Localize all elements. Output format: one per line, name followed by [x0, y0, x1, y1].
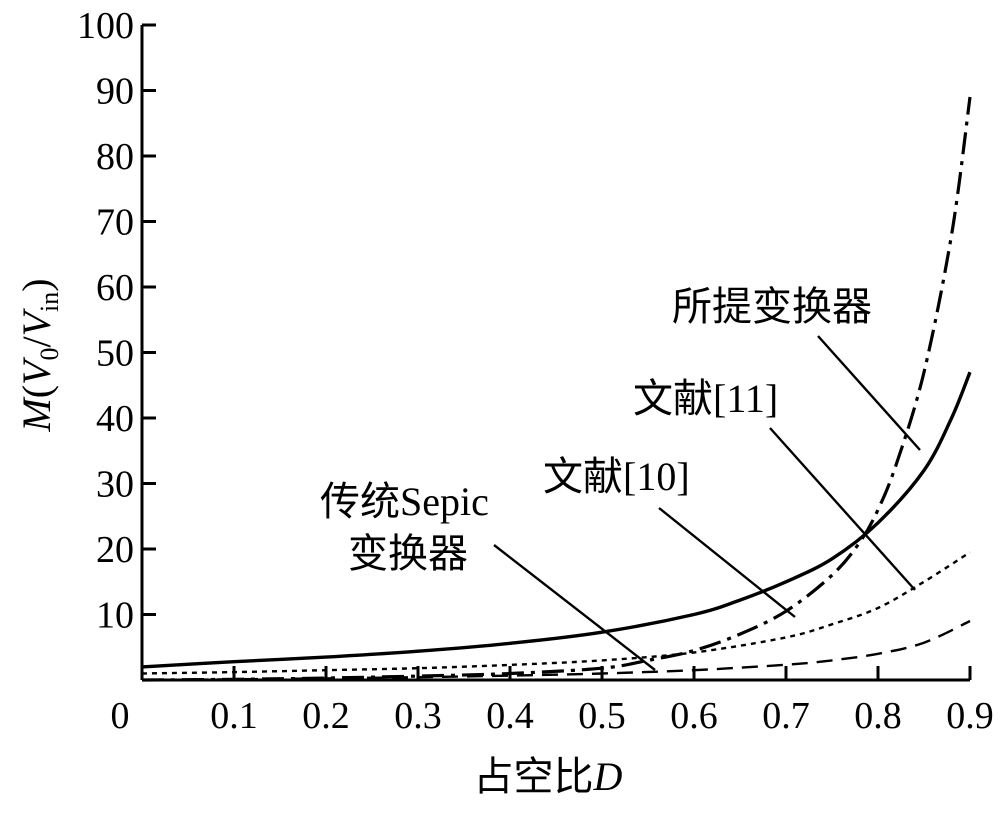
annotation-leader-line — [493, 544, 656, 671]
y-axis-title-m: M — [14, 396, 59, 433]
y-tick-label: 20 — [96, 529, 134, 571]
y-tick-label: 80 — [96, 136, 134, 178]
y-axis-title-v0: V — [14, 356, 59, 385]
x-tick-label: 0.1 — [210, 695, 258, 737]
annotation-leader-line — [817, 335, 921, 451]
annotation-label: 文献[11] — [633, 376, 778, 421]
y-tick-label: 30 — [96, 464, 134, 506]
x-axis-title-variable: D — [593, 754, 623, 799]
x-axis-title: 占空比D — [474, 754, 623, 799]
x-tick-label: 0.3 — [394, 695, 442, 737]
x-tick-label: 0.4 — [486, 695, 534, 737]
x-tick-label: 0.5 — [578, 695, 626, 737]
y-tick-label: 70 — [96, 202, 134, 244]
series-line-3 — [141, 551, 971, 675]
annotation-leader-line — [769, 427, 916, 591]
x-tick-label: 0.2 — [302, 695, 350, 737]
annotation-label: 文献[10] — [543, 454, 690, 499]
y-tick-label: 90 — [96, 71, 134, 113]
annotation-label: 变换器 — [348, 531, 468, 576]
series-layer — [141, 96, 972, 682]
x-tick-label: 0.7 — [762, 695, 810, 737]
y-axis-title-close: ) — [14, 278, 59, 291]
series-line-4 — [141, 619, 971, 682]
y-axis-title-sub0: 0 — [35, 348, 64, 361]
y-axis-title-sub-in: in — [35, 292, 64, 312]
y-tick-label: 40 — [96, 398, 134, 440]
annotation-label: 所提变换器 — [672, 284, 872, 329]
y-axis-title: M(V0/Vin) — [14, 278, 64, 432]
y-tick-label: 60 — [96, 267, 134, 309]
annotation-leader-line — [658, 507, 796, 618]
x-tick-label: 0.8 — [854, 695, 902, 737]
y-axis-title-slash: / — [14, 336, 59, 348]
axes: 0 0.1 0.2 0.3 0.4 0.5 0.6 0.7 0.8 0.9 10 20 30 40 50 60… — [77, 5, 994, 737]
annotation-label: 传统Sepic — [320, 479, 489, 524]
x-axis-title-text: 占空比 — [474, 754, 594, 799]
y-tick-label: 10 — [96, 595, 134, 637]
x-tick-label: 0.6 — [670, 695, 718, 737]
y-tick-label: 100 — [77, 5, 134, 47]
y-axis-title-open: ( — [14, 385, 59, 398]
y-axis-title-vin: V — [14, 307, 59, 336]
x-tick-label: 0 — [111, 695, 130, 737]
y-tick-label: 50 — [96, 333, 134, 375]
x-tick-label: 0.9 — [946, 695, 994, 737]
series-line-2 — [141, 371, 972, 669]
